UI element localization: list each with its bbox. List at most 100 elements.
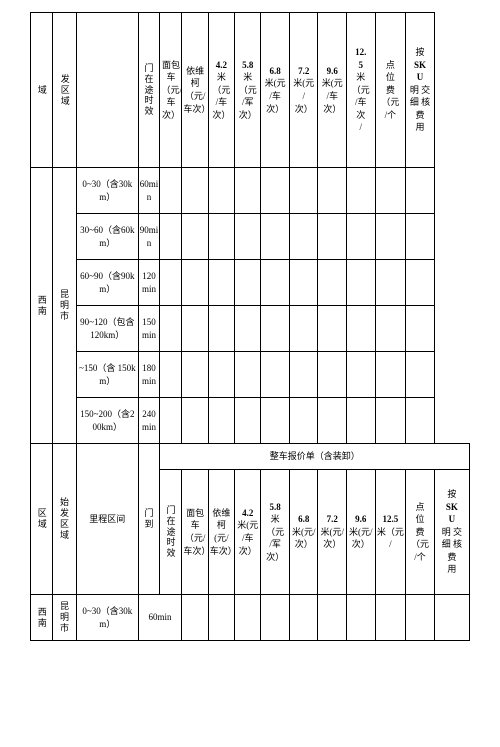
c (318, 595, 347, 641)
hdr-yiwei: 依维柯（元/车次） (182, 13, 208, 168)
c (160, 168, 182, 214)
c (375, 168, 406, 214)
c (235, 214, 261, 260)
c (347, 595, 376, 641)
hdr2-region: 区域 (31, 444, 53, 595)
hdr2-transitB: 门在途时效 (160, 470, 182, 595)
s1-km-4: ~150（含 150km） (77, 352, 138, 398)
s1-km-1: 30~60（含60km） (77, 214, 138, 260)
s2-city: 昆明市 (52, 595, 76, 641)
c (182, 398, 208, 444)
c (261, 260, 290, 306)
hdr2-range: 里程区间 (77, 444, 138, 595)
c (406, 260, 435, 306)
c (182, 260, 208, 306)
c (160, 214, 182, 260)
c (375, 306, 406, 352)
c (289, 168, 318, 214)
hdr-m125: 12.5米（元/车次/ (347, 13, 376, 168)
hdr2-origin: 始发区域 (52, 444, 76, 595)
s1-row-1: 30~60（含60km） 90min (31, 214, 470, 260)
c (182, 214, 208, 260)
c (261, 398, 290, 444)
c (261, 214, 290, 260)
hdr-m68: 6.8米(元/车次） (261, 13, 290, 168)
c (289, 306, 318, 352)
c (406, 352, 435, 398)
c (182, 595, 208, 641)
c (375, 260, 406, 306)
s1-km-0: 0~30（含30km） (77, 168, 138, 214)
c (318, 352, 347, 398)
c (375, 398, 406, 444)
c (235, 352, 261, 398)
s1-region: 西南 (31, 168, 53, 444)
c (261, 352, 290, 398)
c (208, 168, 234, 214)
hdr2-van: 面包车（元/车次） (182, 470, 208, 595)
c (318, 168, 347, 214)
hdr-blank (77, 13, 138, 168)
c (289, 352, 318, 398)
hdr-van: 面包车（元/车次） (160, 13, 182, 168)
c (182, 306, 208, 352)
s1-t-5: 240min (138, 398, 160, 444)
c (160, 398, 182, 444)
c (289, 398, 318, 444)
c (406, 214, 435, 260)
header-row-1: 域 发区域 门在途时效 面包车（元/车次） 依维柯（元/车次） 4.2米（元/车… (31, 13, 470, 168)
c (289, 260, 318, 306)
c (261, 595, 290, 641)
s1-km-2: 60~90（含90km） (77, 260, 138, 306)
mid-title: 整车报价单（含装卸） (160, 444, 470, 470)
hdr-region: 域 (31, 13, 53, 168)
c (318, 398, 347, 444)
s2-km: 0~30（含30km） (77, 595, 138, 641)
s1-km-3: 90~120（包含 120km） (77, 306, 138, 352)
c (235, 398, 261, 444)
c (375, 352, 406, 398)
s1-t-2: 120min (138, 260, 160, 306)
c (235, 306, 261, 352)
c (406, 168, 435, 214)
hdr-m72: 7.2米(元/次） (289, 13, 318, 168)
c (347, 306, 376, 352)
s1-t-3: 150min (138, 306, 160, 352)
hdr-transit: 门在途时效 (138, 13, 160, 168)
s2-row-0: 西南 昆明市 0~30（含30km） 60min (31, 595, 470, 641)
s2-region: 西南 (31, 595, 53, 641)
c (182, 352, 208, 398)
c (375, 214, 406, 260)
c (347, 214, 376, 260)
s1-city: 昆明市 (52, 168, 76, 444)
hdr2-m125: 12.5米（元/ (375, 470, 406, 595)
c (208, 260, 234, 306)
c (160, 306, 182, 352)
hdr2-m72: 7.2米(元/次） (318, 470, 347, 595)
c (347, 352, 376, 398)
c (235, 595, 261, 641)
c (434, 168, 469, 214)
c (208, 595, 234, 641)
s1-row-2: 60~90（含90km） 120min (31, 260, 470, 306)
c (406, 306, 435, 352)
hdr2-sku: 按SKU明 交细 核费用 (434, 470, 469, 595)
hdr2-m68: 6.8米(元/次） (289, 470, 318, 595)
hdr-point: 点位费（元/个 (375, 13, 406, 168)
s1-t-0: 60min (138, 168, 160, 214)
mid-row: 区域 始发区域 里程区间 门到 整车报价单（含装卸） (31, 444, 470, 470)
c (235, 260, 261, 306)
c (318, 260, 347, 306)
c (434, 352, 469, 398)
c (289, 595, 318, 641)
c (235, 168, 261, 214)
c (318, 214, 347, 260)
s1-row-4: ~150（含 150km） 180min (31, 352, 470, 398)
c (261, 306, 290, 352)
c (347, 168, 376, 214)
hdr2-point: 点位费（元/个 (406, 470, 435, 595)
c (208, 306, 234, 352)
c (289, 214, 318, 260)
c (434, 214, 469, 260)
hdr-origin: 发区域 (52, 13, 76, 168)
